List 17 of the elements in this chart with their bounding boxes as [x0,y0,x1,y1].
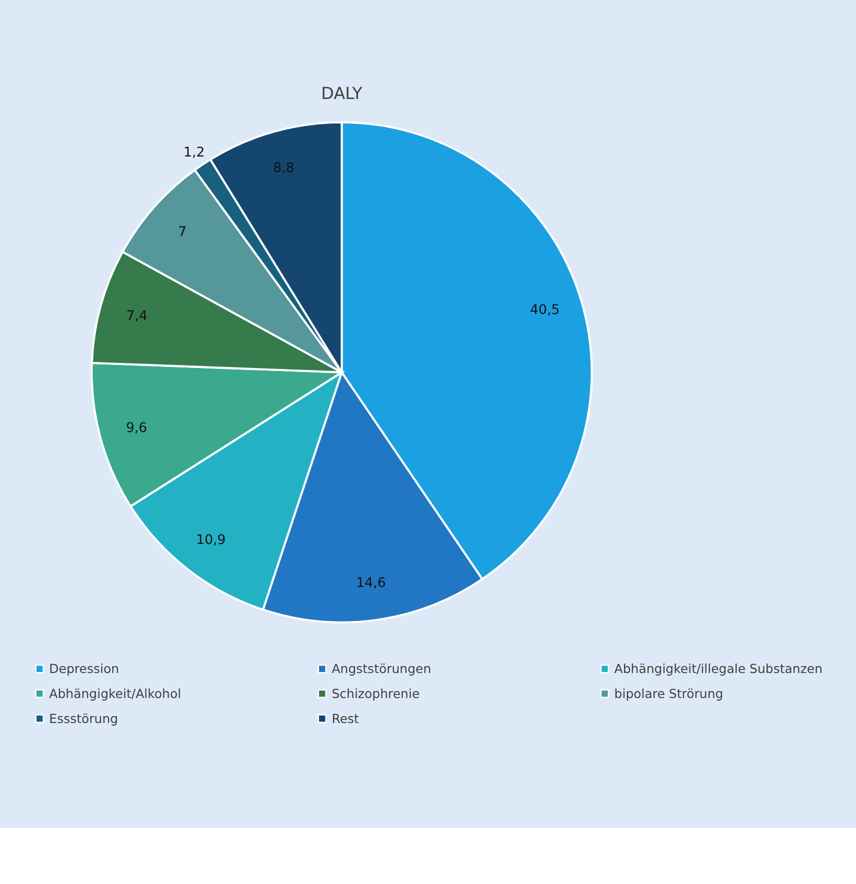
data-label: 9,6 [126,420,148,436]
legend-label: Angststörungen [332,661,432,676]
data-label: 10,9 [196,533,226,548]
data-label: 7,4 [126,308,148,324]
legend-label: Abhängigkeit/illegale Substanzen [614,661,822,676]
legend-label: bipolare Strörung [614,686,724,701]
legend-label: Depression [49,661,120,676]
data-label: 8,8 [273,161,294,176]
data-label: 40,5 [530,302,560,318]
chart-title: DALY [321,84,364,103]
data-label: 7 [178,224,187,240]
data-label: 14,6 [356,576,386,592]
legend-label: Abhängigkeit/Alkohol [49,686,182,701]
legend-label: Essstörung [49,710,118,726]
legend-label: Schizophrenie [332,686,420,701]
legend-label: Rest [332,710,360,726]
data-label: 1,2 [184,145,205,160]
